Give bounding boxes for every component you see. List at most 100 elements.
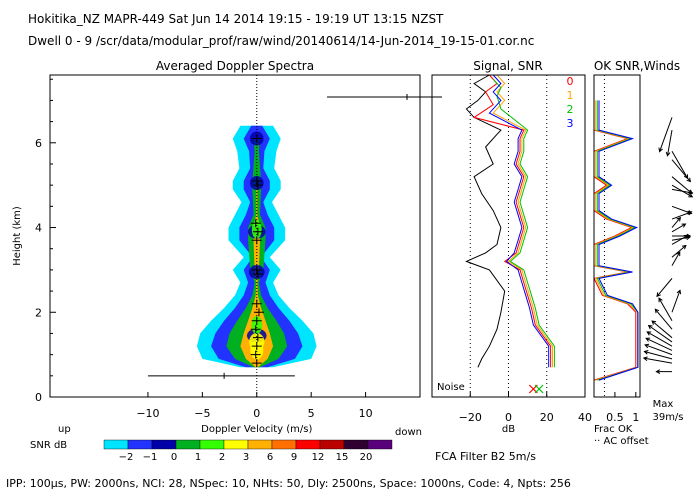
plot-header-line1: Hokitika_NZ MAPR-449 Sat Jun 14 2014 19:… <box>28 12 444 26</box>
wind-arrow-20 <box>671 205 693 215</box>
wind-arrow-26 <box>665 129 673 157</box>
colorbar-level-1: −1 <box>143 452 158 463</box>
frac-ok-series-1 <box>594 100 638 381</box>
spectra-xtick-label-1: −5 <box>194 407 210 420</box>
frac-ok-series-0 <box>593 100 637 381</box>
wind-arrow-0 <box>655 369 673 374</box>
colorbar-swatch-8 <box>295 439 321 450</box>
colorbar-level-0: −2 <box>119 452 134 463</box>
snr-series-1 <box>492 74 553 368</box>
snr-legend-2: 2 <box>567 103 574 116</box>
snr-legend-3: 3 <box>567 117 574 130</box>
snr-xtick-label-2: 20 <box>540 411 554 424</box>
colorbar-swatch-2 <box>151 439 177 450</box>
peak-marker-11 <box>252 227 263 236</box>
wind-arrow-12 <box>671 251 681 266</box>
wind-arrow-7 <box>651 320 673 339</box>
peak-marker-5 <box>251 316 262 325</box>
max-value-label: 39m/s <box>652 412 683 423</box>
noise-marker-1 <box>534 384 544 394</box>
spectra-panel-frame <box>49 74 421 398</box>
colorbar-swatch-9 <box>319 439 345 450</box>
wind-arrow-6 <box>647 324 673 343</box>
spectra-xtick-label-3: 5 <box>308 407 315 420</box>
wind-arrow-18 <box>671 216 682 228</box>
winds-title: OK SNR,Winds <box>594 59 680 73</box>
max-label: Max <box>653 399 674 410</box>
peak-marker-7 <box>251 299 262 308</box>
colorbar-level-7: 9 <box>291 452 297 463</box>
peak-marker-9 <box>251 265 262 274</box>
frac-ok-panel-frame <box>593 74 641 398</box>
ac-offset-label: ·· AC offset <box>594 436 649 447</box>
parameter-footer: IPP: 100μs, PW: 2000ns, NCI: 28, NSpec: … <box>6 477 571 490</box>
spectra-ylabel: Height (km) <box>12 206 23 266</box>
frac-xtick-label-0: 0.5 <box>606 411 624 424</box>
noise-label: Noise <box>437 382 465 393</box>
wind-arrow-8 <box>654 308 673 330</box>
frac-xtick-label-1: 1 <box>632 411 639 424</box>
colorbar-swatch-5 <box>223 439 249 450</box>
colorbar-level-10: 20 <box>360 452 373 463</box>
spectra-xtick-label-0: −10 <box>136 407 159 420</box>
snr-series-2 <box>492 78 555 368</box>
colorbar-level-8: 12 <box>312 452 325 463</box>
wind-arrow-16 <box>672 233 692 239</box>
colorbar-swatch-3 <box>175 439 201 450</box>
colorbar-swatch-1 <box>127 439 153 450</box>
colorbar-label: SNR dB <box>30 440 67 451</box>
snr-series-signal <box>465 74 506 368</box>
spectra-down-label: down <box>395 427 422 438</box>
spectra-up-label: up <box>58 424 71 435</box>
colorbar-swatch-11 <box>367 439 393 450</box>
peak-marker-8 <box>252 270 263 279</box>
spectra-xtick-label-2: 0 <box>253 407 260 420</box>
peak-marker-14 <box>251 176 262 185</box>
colorbar-level-2: 0 <box>171 452 177 463</box>
colorbar-swatch-0 <box>103 439 129 450</box>
snr-xtick-label-3: 40 <box>578 411 592 424</box>
colorbar-swatch-10 <box>343 439 369 450</box>
peak-marker-3 <box>252 333 263 342</box>
wind-arrow-10 <box>671 289 682 313</box>
colorbar-level-9: 15 <box>336 452 349 463</box>
snr-title: Signal, SNR <box>473 59 542 73</box>
wind-arrow-25 <box>671 151 689 180</box>
frac-ok-series-2 <box>596 100 639 381</box>
spectra-ytick-label-3: 6 <box>35 137 42 150</box>
colorbar-swatch-6 <box>247 439 273 450</box>
snr-xtick-label-1: 0 <box>505 411 512 424</box>
spectra-title: Averaged Doppler Spectra <box>156 59 314 73</box>
snr-series-0 <box>472 74 552 368</box>
snr-series-3 <box>488 74 550 368</box>
snr-xlabel: dB <box>502 424 515 435</box>
spectrum-peak-2 <box>251 220 262 239</box>
peak-marker-12 <box>250 219 261 228</box>
wind-arrow-17 <box>671 223 687 233</box>
peak-marker-13 <box>252 181 263 190</box>
peak-marker-1 <box>250 350 261 359</box>
wind-arrow-27 <box>658 117 673 153</box>
spectra-xtick-label-4: 10 <box>359 407 373 420</box>
colorbar-level-6: 6 <box>267 452 273 463</box>
peak-marker-6 <box>253 308 264 317</box>
peak-marker-10 <box>251 236 262 245</box>
spectra-ytick-label-0: 0 <box>35 391 42 404</box>
colorbar-level-3: 1 <box>195 452 201 463</box>
filter-label: FCA Filter B2 5m/s <box>435 450 536 463</box>
plot-header-line2: Dwell 0 - 9 /scr/data/modular_prof/raw/w… <box>28 34 535 48</box>
frac-ok-label: Frac OK <box>594 424 633 435</box>
peak-marker-4 <box>250 325 261 334</box>
spectra-ytick-label-2: 4 <box>35 222 42 235</box>
wind-arrow-4 <box>645 337 673 351</box>
peak-marker-0 <box>251 359 262 368</box>
colorbar-swatch-4 <box>199 439 225 450</box>
colorbar-swatch-7 <box>271 439 297 450</box>
wind-arrow-13 <box>671 244 687 258</box>
wind-arrow-3 <box>644 343 673 356</box>
wind-arrow-1 <box>642 356 673 364</box>
wind-arrow-11 <box>656 278 673 298</box>
colorbar-level-5: 3 <box>243 452 249 463</box>
spectra-ytick-label-1: 2 <box>35 306 42 319</box>
